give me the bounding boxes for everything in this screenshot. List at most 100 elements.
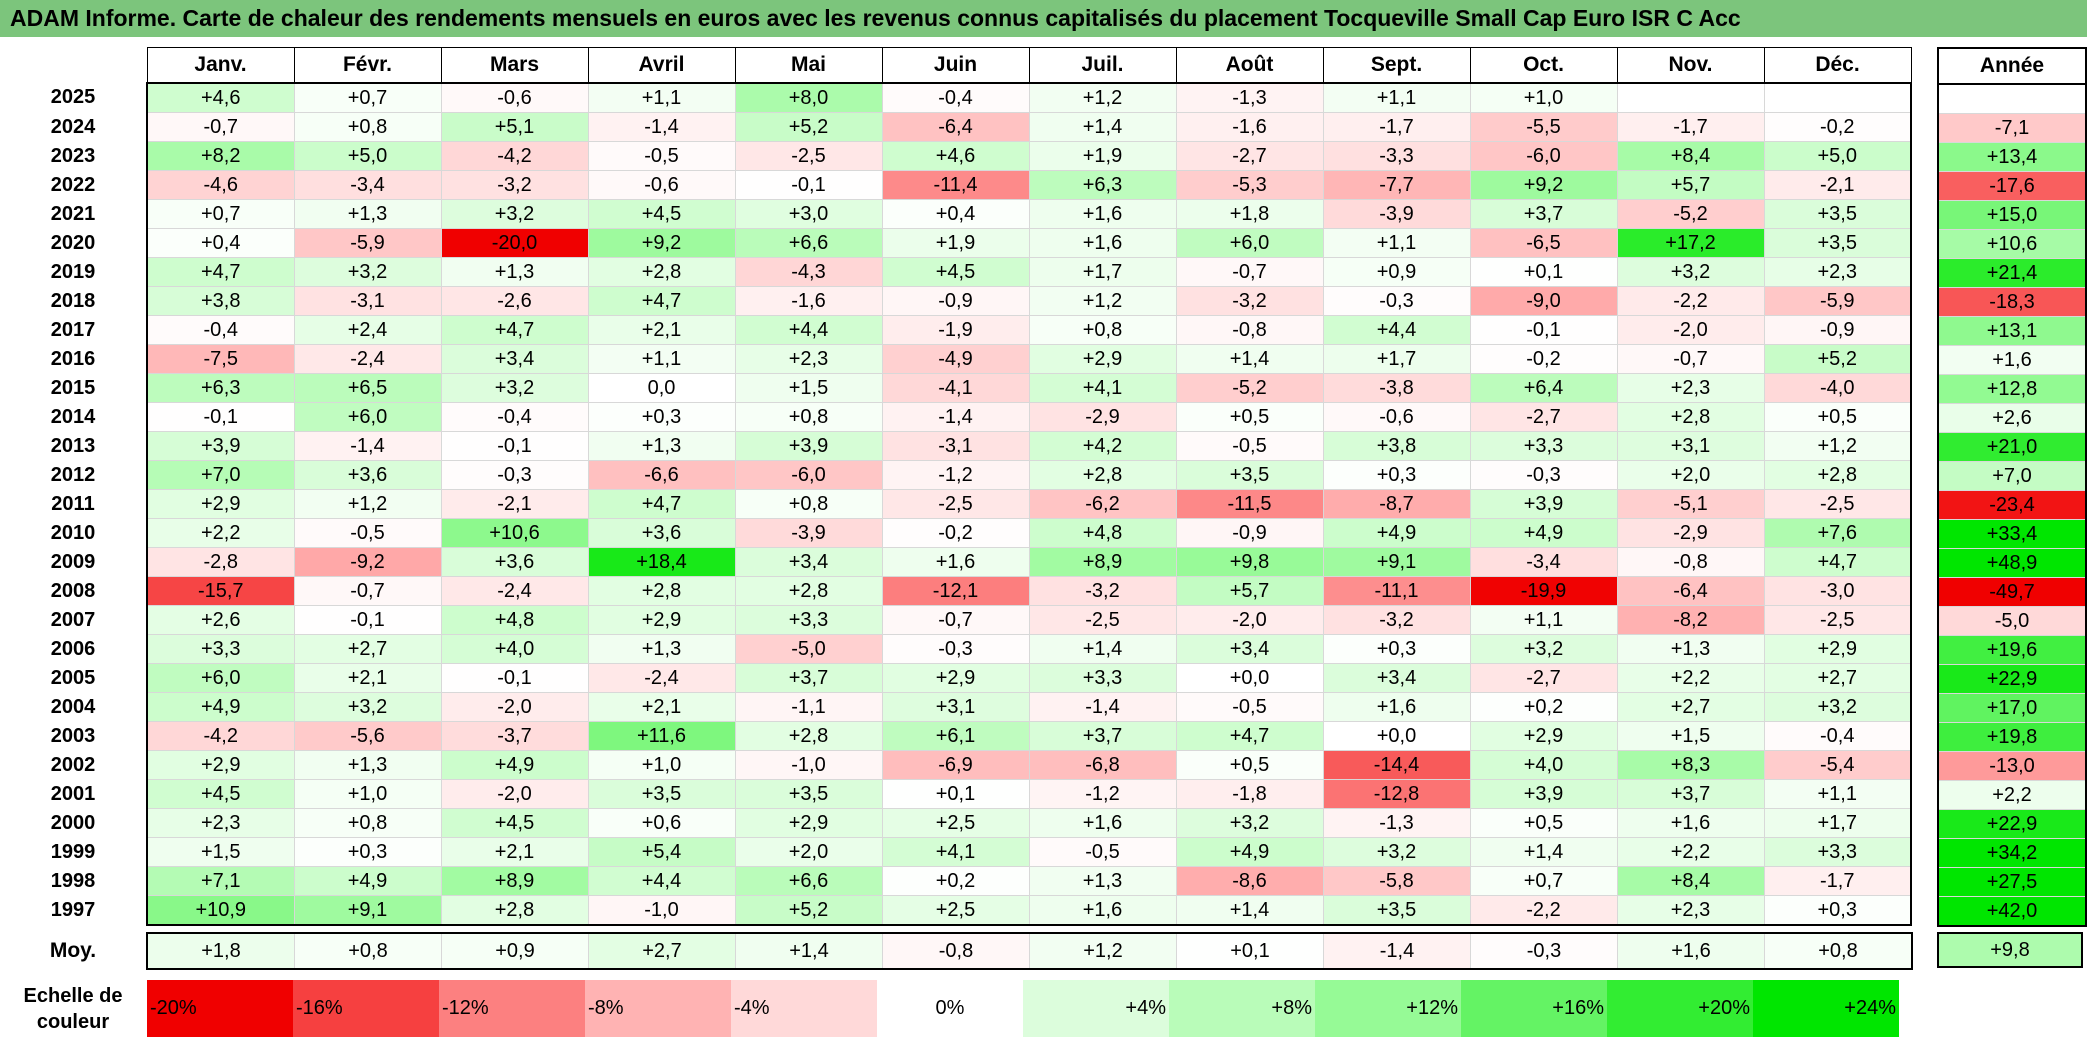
heatmap-cell: +10,6 — [440, 518, 589, 548]
annual-cell: +22,9 — [1937, 809, 2087, 839]
heatmap-cell: +2,7 — [1616, 692, 1765, 722]
average-cell: +1,2 — [1029, 932, 1177, 970]
heatmap-cell: +2,6 — [146, 605, 295, 635]
heatmap-cell: +0,3 — [587, 402, 736, 432]
heatmap-cell: -4,2 — [146, 721, 295, 751]
table-row: 2006 +3,3 +2,7 +4,0 +1,3 -5,0 -0,3 +1,4 +3,4 +0,3… — [0, 634, 1912, 664]
heatmap-cell: -2,4 — [293, 344, 442, 374]
heatmap-cell: -3,4 — [293, 170, 442, 200]
heatmap-cell: +0,5 — [1469, 808, 1618, 838]
heatmap-cell: +1,1 — [1322, 228, 1471, 258]
header-corner — [0, 48, 147, 84]
color-scale-cell: -4% — [731, 980, 877, 1037]
heatmap-cell: +3,0 — [734, 199, 883, 229]
heatmap-cell: -19,9 — [1469, 576, 1618, 606]
heatmap-cell: +0,2 — [881, 866, 1030, 896]
heatmap-cell: -5,1 — [1616, 489, 1765, 519]
heatmap-cell: +1,3 — [587, 634, 736, 664]
heatmap-cell: +2,8 — [587, 257, 736, 287]
heatmap-cell: -2,5 — [734, 141, 883, 171]
color-scale-cell: +8% — [1169, 980, 1315, 1037]
heatmap-cell: +4,7 — [587, 286, 736, 316]
annual-body: -7,1 +13,4 -17,6 +15,0 +10,6 +21,4 -18,3 +13,1 +… — [1937, 84, 2087, 927]
annual-cell: +2,2 — [1937, 780, 2087, 810]
heatmap-cell: -0,2 — [881, 518, 1030, 548]
annual-cell: +13,4 — [1937, 142, 2087, 172]
heatmap-cell: -2,4 — [587, 663, 736, 693]
annual-row: -17,6 — [1937, 171, 2087, 201]
annual-row: -49,7 — [1937, 577, 2087, 607]
heatmap-cell: -11,4 — [881, 170, 1030, 200]
heatmap-cell: -1,7 — [1322, 112, 1471, 142]
annual-cell: -18,3 — [1937, 287, 2087, 317]
annual-row: -5,0 — [1937, 606, 2087, 636]
heatmap-cell: +3,5 — [734, 779, 883, 809]
heatmap-cell: +6,3 — [1028, 170, 1177, 200]
year-label: 2021 — [50, 202, 96, 225]
month-header-may: Mai — [734, 47, 883, 84]
heatmap-cell: +10,9 — [146, 895, 295, 926]
heatmap-cell: -12,1 — [881, 576, 1030, 606]
heatmap-cell: -5,3 — [1175, 170, 1324, 200]
heatmap-cell: +3,2 — [1175, 808, 1324, 838]
heatmap-cell: +1,3 — [293, 750, 442, 780]
heatmap-cell: -1,0 — [587, 895, 736, 926]
heatmap-cell: -0,1 — [293, 605, 442, 635]
heatmap-cell: +0,8 — [734, 489, 883, 519]
heatmap-cell: +2,0 — [734, 837, 883, 867]
annual-row: +27,5 — [1937, 867, 2087, 897]
heatmap-cell: +4,5 — [146, 779, 295, 809]
heatmap-cell: +2,9 — [146, 750, 295, 780]
heatmap-cell: -4,0 — [1763, 373, 1912, 403]
table-row: 2010 +2,2 -0,5 +10,6 +3,6 -3,9 -0,2 +4,8 -0,9 +4,… — [0, 518, 1912, 548]
month-header-jan: Janv. — [146, 47, 295, 84]
heatmap-cell: -0,7 — [293, 576, 442, 606]
heatmap-cell: -2,2 — [1469, 895, 1618, 926]
heatmap-cell: +3,4 — [1175, 634, 1324, 664]
heatmap-cell: -7,7 — [1322, 170, 1471, 200]
heatmap-cell: -0,8 — [1616, 547, 1765, 577]
heatmap-cell: +0,5 — [1175, 750, 1324, 780]
heatmap-cell: +2,8 — [587, 576, 736, 606]
heatmap-cell: +1,5 — [734, 373, 883, 403]
heatmap-cell: -5,2 — [1175, 373, 1324, 403]
annual-row: +42,0 — [1937, 896, 2087, 927]
annual-average-cell: +9,8 — [1937, 932, 2083, 968]
heatmap-cell: -0,5 — [1175, 431, 1324, 461]
year-label: 1998 — [50, 869, 96, 892]
heatmap-cell: -0,4 — [440, 402, 589, 432]
year-label: 1997 — [50, 898, 96, 921]
heatmap-cell: -0,7 — [1616, 344, 1765, 374]
heatmap-cell: +4,6 — [881, 141, 1030, 171]
annual-cell: +21,4 — [1937, 258, 2087, 288]
heatmap-cell: +2,0 — [1616, 460, 1765, 490]
heatmap-cell: +5,0 — [1763, 141, 1912, 171]
heatmap-cell: -0,9 — [1763, 315, 1912, 345]
heatmap-cell: +1,9 — [881, 228, 1030, 258]
heatmap-cell: +4,9 — [1175, 837, 1324, 867]
table-row: 2002 +2,9 +1,3 +4,9 +1,0 -1,0 -6,9 -6,8 +0,5 -14,… — [0, 750, 1912, 780]
heatmap-cell: +2,9 — [1763, 634, 1912, 664]
year-label: 2008 — [50, 579, 96, 602]
heatmap-cell: +1,8 — [1175, 199, 1324, 229]
month-header-mar: Mars — [440, 47, 589, 84]
annual-row: +21,4 — [1937, 258, 2087, 288]
heatmap-cell: -2,7 — [1469, 402, 1618, 432]
heatmap-cell: +5,2 — [734, 895, 883, 926]
heatmap-cell: -3,1 — [293, 286, 442, 316]
heatmap-cell: -6,2 — [1028, 489, 1177, 519]
year-label: 2018 — [50, 289, 96, 312]
table-row: 1997 +10,9 +9,1 +2,8 -1,0 +5,2 +2,5 +1,6 +1,4 +3,… — [0, 895, 1912, 926]
annual-cell: +34,2 — [1937, 838, 2087, 868]
heatmap-cell: +2,3 — [1616, 895, 1765, 926]
heatmap-cell: -3,7 — [440, 721, 589, 751]
heatmap-cell: -6,5 — [1469, 228, 1618, 258]
heatmap-cell: +2,8 — [734, 576, 883, 606]
heatmap-cell: -0,1 — [1469, 315, 1618, 345]
heatmap-cell: -1,4 — [1028, 692, 1177, 722]
heatmap-cell: +2,9 — [881, 663, 1030, 693]
heatmap-cell: +5,7 — [1616, 170, 1765, 200]
heatmap-cell: +0,0 — [1175, 663, 1324, 693]
heatmap-cell: +1,2 — [1763, 431, 1912, 461]
heatmap-cell: -3,2 — [440, 170, 589, 200]
